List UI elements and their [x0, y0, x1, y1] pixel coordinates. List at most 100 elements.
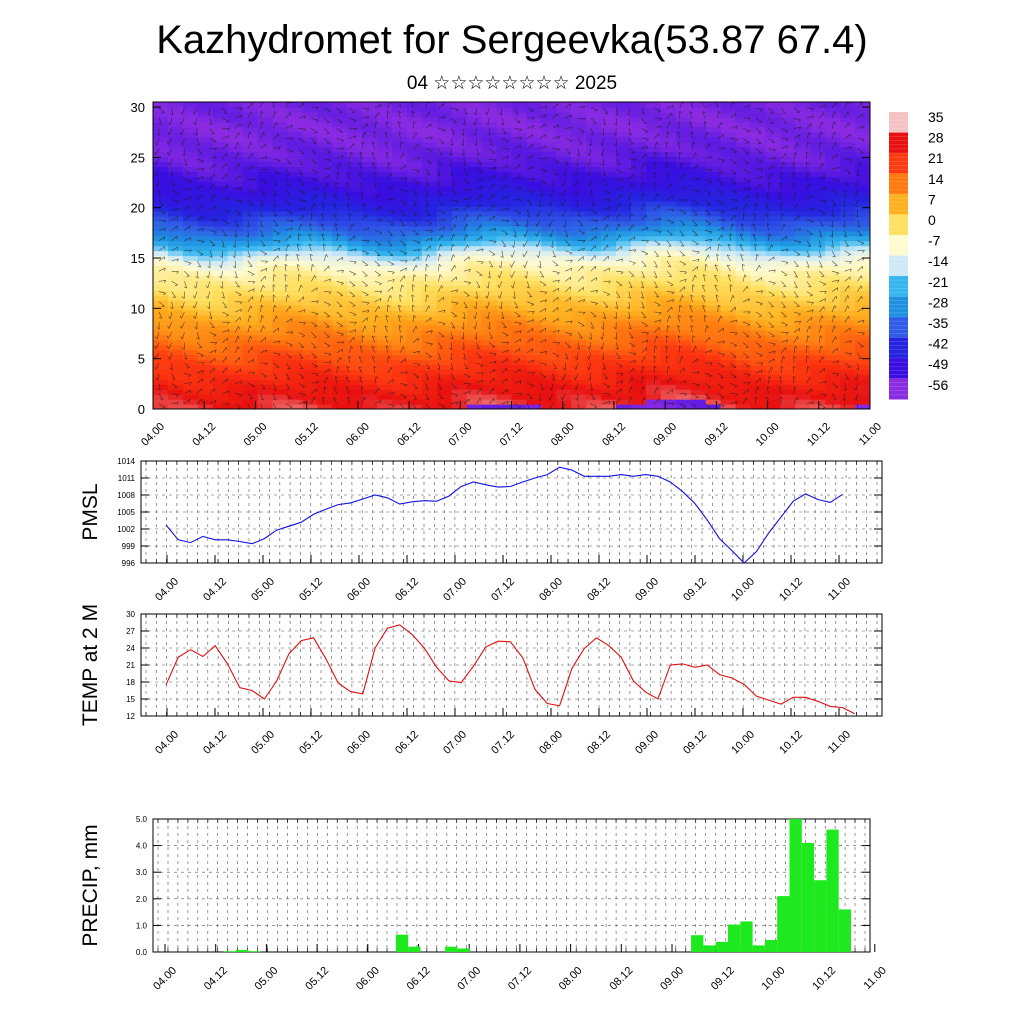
wind-barb-feather: [154, 152, 156, 156]
wind-barb-feather: [387, 304, 391, 308]
wind-barb: [565, 158, 569, 166]
wind-barb: [550, 230, 553, 238]
heatmap-cell: [227, 196, 244, 202]
heatmap-cell: [496, 245, 513, 252]
wind-barb: [171, 270, 179, 272]
heatmap-cell: [317, 324, 333, 331]
heatmap-cell: [436, 181, 453, 187]
heatmap-cell: [601, 349, 617, 356]
wind-barb: [400, 393, 407, 398]
heatmap-cell: [302, 235, 318, 242]
wind-barb: [158, 199, 164, 206]
wind-barb-feather: [532, 117, 535, 121]
heatmap-cell: [466, 136, 483, 143]
wind-barb-feather: [450, 337, 454, 340]
wind-barb-feather: [467, 244, 469, 248]
heatmap-cell: [765, 171, 781, 177]
wind-barb: [235, 174, 241, 180]
wind-barb-feather: [176, 208, 179, 212]
heatmap-cell: [347, 210, 363, 217]
heatmap-cell: [720, 404, 737, 409]
wind-barb-feather: [213, 334, 217, 337]
heatmap-cell: [810, 106, 826, 113]
heatmap-cell: [526, 225, 542, 232]
heatmap-cell: [571, 384, 587, 390]
heatmap-cell: [287, 384, 303, 390]
heatmap-cell: [586, 394, 602, 400]
heatmap-cell: [780, 171, 796, 177]
heatmap-cell: [526, 324, 542, 331]
heatmap-cell: [840, 225, 856, 232]
heatmap-cell: [496, 191, 513, 197]
heatmap-cell: [631, 181, 647, 187]
heatmap-cell: [645, 300, 662, 306]
heatmap-cell: [645, 295, 662, 301]
heatmap-cell: [765, 111, 781, 118]
heatmap-cell: [481, 399, 498, 405]
heatmap-cell: [690, 255, 707, 262]
heatmap-cell: [481, 106, 498, 113]
heatmap-cell: [675, 344, 692, 351]
heatmap-cell: [645, 339, 662, 346]
heatmap-cell: [631, 156, 647, 163]
heatmap-cell: [421, 102, 438, 108]
wind-barb-feather: [415, 132, 418, 136]
wind-barb-feather: [480, 397, 482, 401]
wind-barb: [527, 107, 535, 111]
wind-barb-feather: [353, 337, 355, 341]
heatmap-cell: [197, 389, 214, 395]
heatmap-cell: [257, 102, 274, 108]
heatmap-cell: [421, 121, 438, 128]
heatmap-cell: [466, 265, 483, 271]
heatmap-cell: [272, 106, 289, 113]
wind-barb: [463, 256, 470, 262]
wind-barb-feather: [363, 203, 366, 206]
wind-barb: [374, 399, 382, 405]
heatmap-cell: [631, 295, 647, 301]
wind-barb: [273, 146, 281, 150]
heatmap-cell: [571, 106, 587, 113]
heatmap-cell: [511, 121, 528, 128]
heatmap-cell: [421, 319, 438, 326]
heatmap-cell: [287, 349, 303, 356]
wind-barb: [412, 168, 420, 171]
wind-barb: [247, 325, 250, 333]
wind-barb-feather: [562, 224, 566, 228]
heatmap-cell: [571, 141, 587, 148]
heatmap-cell: [645, 255, 662, 262]
heatmap-cell: [765, 305, 781, 311]
wind-barb: [285, 199, 292, 206]
heatmap-cell: [362, 404, 378, 409]
heatmap-cell: [765, 141, 781, 148]
heatmap-cell: [601, 205, 617, 212]
heatmap-cell: [421, 116, 438, 123]
wind-barb-feather: [196, 337, 200, 340]
heatmap-cell: [645, 389, 662, 395]
heatmap-cell: [765, 334, 781, 341]
heatmap-cell: [406, 230, 423, 237]
wind-barb: [386, 152, 388, 160]
wind-barb: [348, 356, 350, 364]
heatmap-cell: [377, 186, 393, 192]
wind-barb: [438, 179, 441, 187]
wind-barb: [374, 315, 377, 323]
wind-barb: [181, 128, 185, 135]
heatmap-cell: [197, 309, 214, 316]
heatmap-cell: [690, 245, 707, 252]
heatmap-cell: [750, 359, 767, 366]
wind-barb-feather: [263, 253, 267, 256]
heatmap-cell: [466, 186, 483, 192]
wind-barb-feather: [510, 274, 512, 278]
wind-barb: [273, 274, 275, 282]
heatmap-cell: [377, 285, 393, 291]
heatmap-cell: [197, 191, 214, 197]
heatmap-cell: [750, 250, 767, 257]
heatmap-cell: [377, 295, 393, 301]
heatmap-cell: [377, 404, 393, 409]
heatmap-cell: [436, 210, 453, 217]
wind-barb: [323, 376, 328, 384]
heatmap-cell: [750, 285, 767, 291]
wind-barb-feather: [551, 378, 555, 381]
heatmap-cell: [541, 171, 557, 177]
wind-barb-feather: [564, 235, 568, 238]
